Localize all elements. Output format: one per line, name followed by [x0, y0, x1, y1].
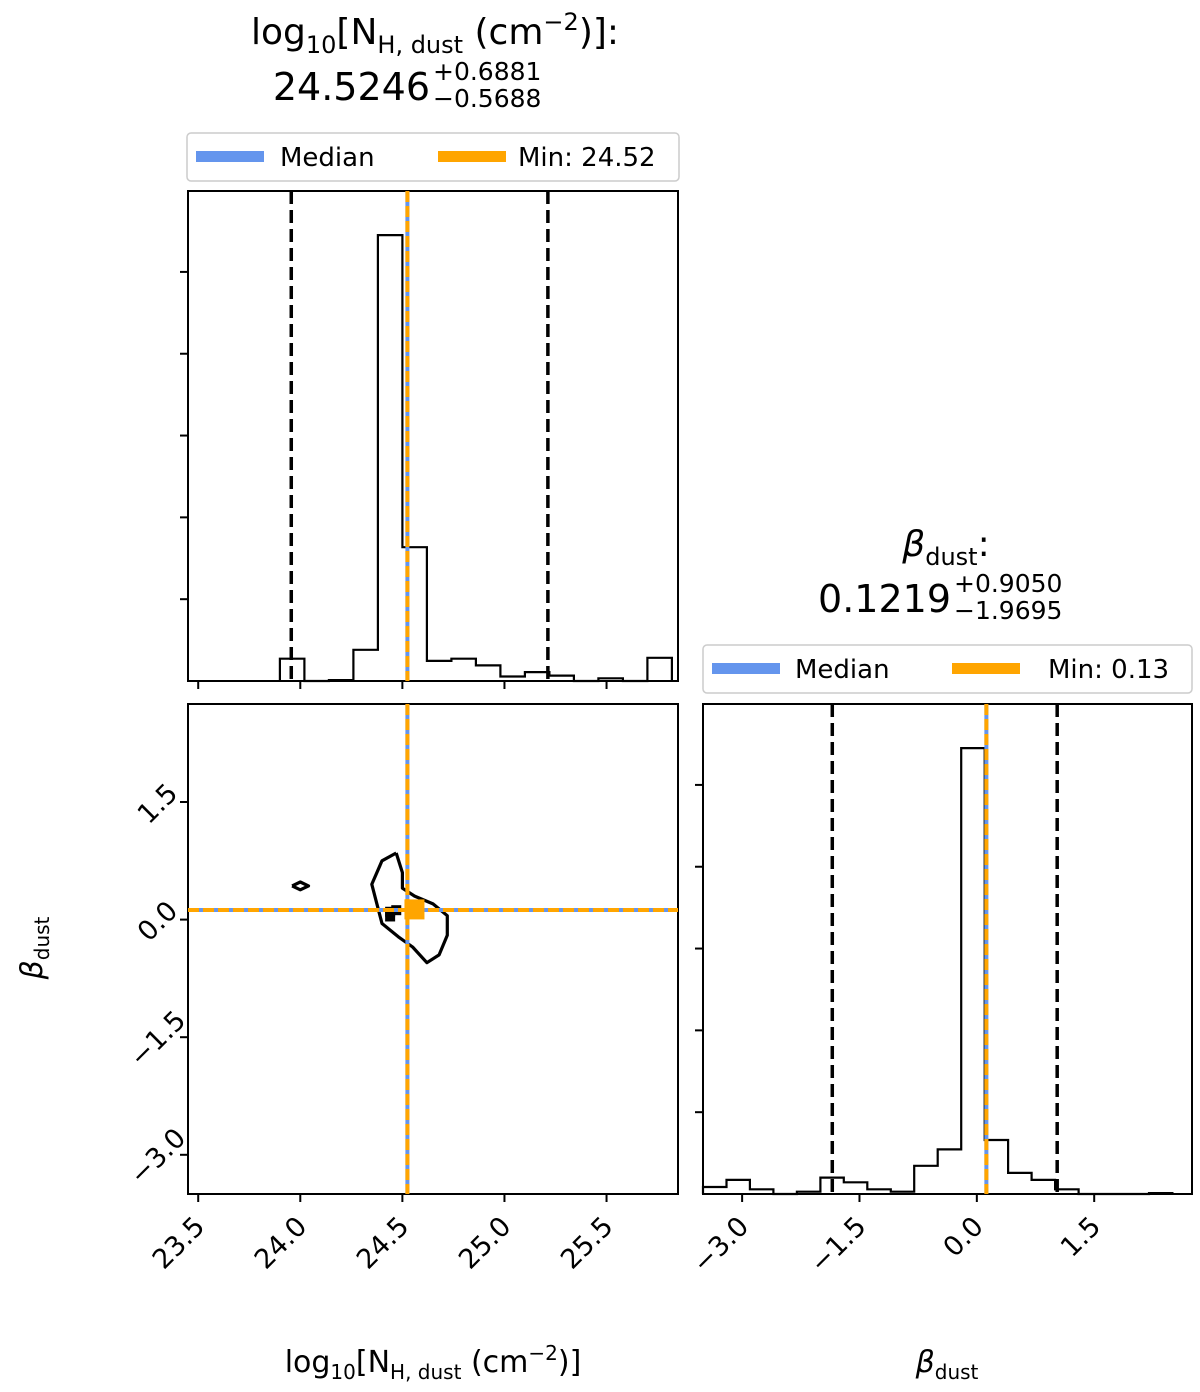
nh-legend-median-swatch [196, 151, 264, 162]
contour-panel [187, 703, 679, 1195]
beta-legend-min-swatch [952, 663, 1020, 674]
contour-line-1 [291, 880, 311, 892]
beta-legend-median-label: Median [795, 655, 890, 685]
nh-legend: Median Min: 24.52 [186, 132, 680, 182]
nh-legend-median-label: Median [280, 143, 375, 173]
nh-x-tick-label: 24.0 [249, 1211, 313, 1275]
nh-histogram-frame [187, 190, 679, 682]
x-axis-label-nh: log10[NH, dust (cm−2)] [285, 1341, 582, 1384]
nh-title-label: log10[NH, dust (cm−2)]: [251, 8, 619, 59]
beta-y-tick-label: 0.0 [132, 895, 184, 947]
beta-x-tick-label: 1.5 [1055, 1211, 1107, 1263]
beta-histogram-steps [701, 747, 1174, 1196]
beta-legend-min-label: Min: 0.13 [1048, 655, 1169, 685]
beta-histogram-frame [702, 703, 1193, 1195]
beta-legend-frame [702, 644, 1193, 694]
nh-x-tick-label: 25.5 [555, 1211, 619, 1275]
nh-histogram-panel [187, 190, 679, 683]
beta-y-tick-label: 1.5 [132, 778, 184, 830]
y-axis-label-beta: βdust [15, 916, 54, 980]
beta-x-tick-label: −1.5 [804, 1211, 872, 1279]
nh-x-tick-label: 24.5 [351, 1211, 415, 1275]
axis-ticks: 23.5 24.0 24.5 25.0 25.5 −3.0 −3.0 −1.5 −1.5 0.0 0… [124, 270, 1107, 1279]
beta-legend: Median Min: 0.13 [702, 644, 1193, 694]
beta-x-tick-label: 0.0 [937, 1211, 989, 1263]
beta-y-tick-label: −3.0 [124, 1123, 192, 1191]
nh-title-plus: +0.6881 [433, 57, 541, 86]
x-axis-label-beta: βdust [915, 1345, 979, 1384]
beta-title-plus: +0.9050 [954, 569, 1062, 598]
beta-title-minus: −1.9695 [954, 596, 1062, 625]
nh-title-value: 24.5246 [273, 65, 430, 109]
beta-legend-median-swatch [712, 663, 780, 674]
nh-x-tick-label: 25.0 [453, 1211, 517, 1275]
beta-x-tick-label: −3.0 [687, 1211, 755, 1279]
nh-legend-min-label: Min: 24.52 [518, 143, 656, 173]
contour-frame [187, 703, 679, 1195]
beta-title-value: 0.1219 [818, 577, 951, 621]
beta-histogram-panel [701, 703, 1193, 1196]
nh-legend-min-swatch [438, 151, 506, 162]
beta-y-tick-label: −1.5 [124, 1005, 192, 1073]
nh-x-tick-label: 23.5 [147, 1211, 211, 1275]
sample-point-1 [385, 911, 396, 922]
nh-legend-frame [186, 132, 680, 182]
min-point-marker [404, 899, 425, 920]
beta-title-label: βdust: [901, 524, 989, 571]
nh-histogram-steps [278, 234, 673, 683]
nh-title-minus: −0.5688 [433, 84, 541, 113]
